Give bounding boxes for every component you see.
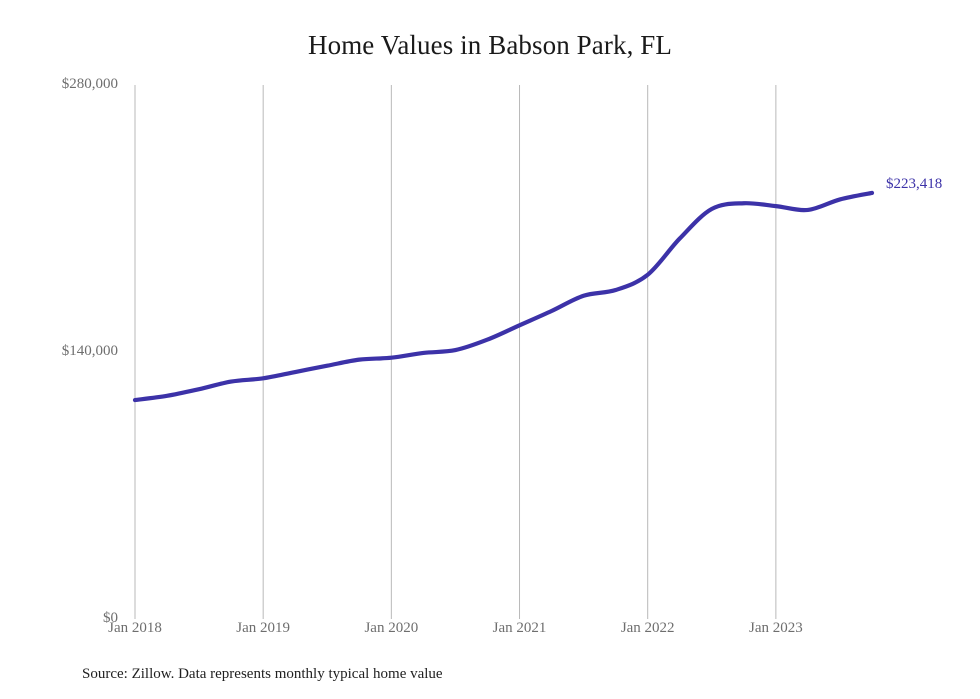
x-axis-tick-label: Jan 2021 [492,620,547,636]
source-note: Source: Zillow. Data represents monthly … [82,666,443,682]
y-axis-tick-label: $280,000 [61,76,118,92]
series-line-typical-home-value [132,190,875,403]
x-axis-tick-label: Jan 2022 [620,620,675,636]
series-group [132,190,875,403]
x-axis-tick-label: Jan 2020 [364,620,419,636]
chart-title: Home Values in Babson Park, FL [308,30,672,60]
x-axis-tick-label: Jan 2019 [236,620,291,636]
x-axis-tick-label: Jan 2018 [108,620,162,636]
y-axis-tick-label: $140,000 [61,343,118,359]
y-axis-tick-label: $0 [103,610,118,626]
series-end-value-label: $223,418 [886,175,943,192]
gridlines-group [134,85,777,619]
x-axis-tick-label: Jan 2023 [748,620,803,636]
